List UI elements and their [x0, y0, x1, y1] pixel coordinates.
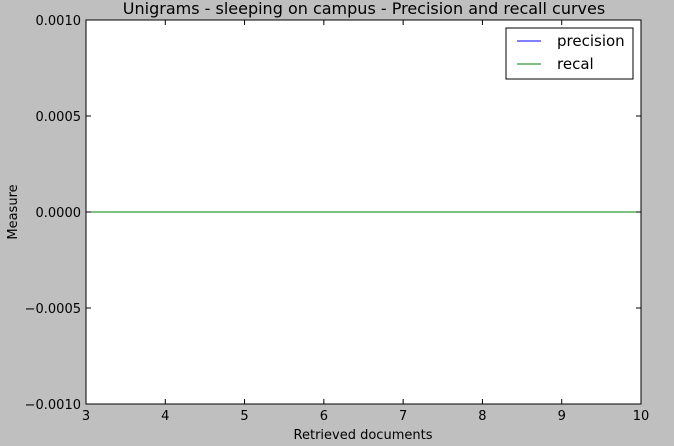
x-tick-label: 10	[633, 409, 650, 424]
y-axis-label: Measure	[6, 184, 21, 239]
y-tick-label: −0.0010	[25, 398, 81, 413]
legend: precision recal	[505, 27, 634, 80]
x-tick-label: 4	[161, 409, 169, 424]
y-axis-ticks: −0.0010 −0.0005 0.0000 0.0005 0.0010	[25, 14, 641, 413]
legend-box	[505, 27, 634, 80]
x-tick-label: 6	[320, 409, 328, 424]
x-tick-label: 3	[82, 409, 90, 424]
y-tick-label: 0.0005	[36, 110, 82, 125]
legend-label-recal: recal	[557, 55, 594, 73]
x-tick-label: 5	[240, 409, 248, 424]
x-tick-label: 7	[399, 409, 407, 424]
y-tick-label: 0.0010	[36, 14, 82, 29]
y-tick-label: 0.0000	[36, 206, 82, 221]
legend-label-precision: precision	[557, 32, 625, 50]
x-axis-label: Retrieved documents	[294, 428, 433, 443]
x-tick-label: 8	[478, 409, 486, 424]
x-tick-label: 9	[558, 409, 566, 424]
chart-title: Unigrams - sleeping on campus - Precisio…	[123, 0, 605, 18]
y-tick-label: −0.0005	[25, 302, 81, 317]
x-axis-ticks: 3 4 5 6 7 8 9 10	[82, 20, 649, 424]
